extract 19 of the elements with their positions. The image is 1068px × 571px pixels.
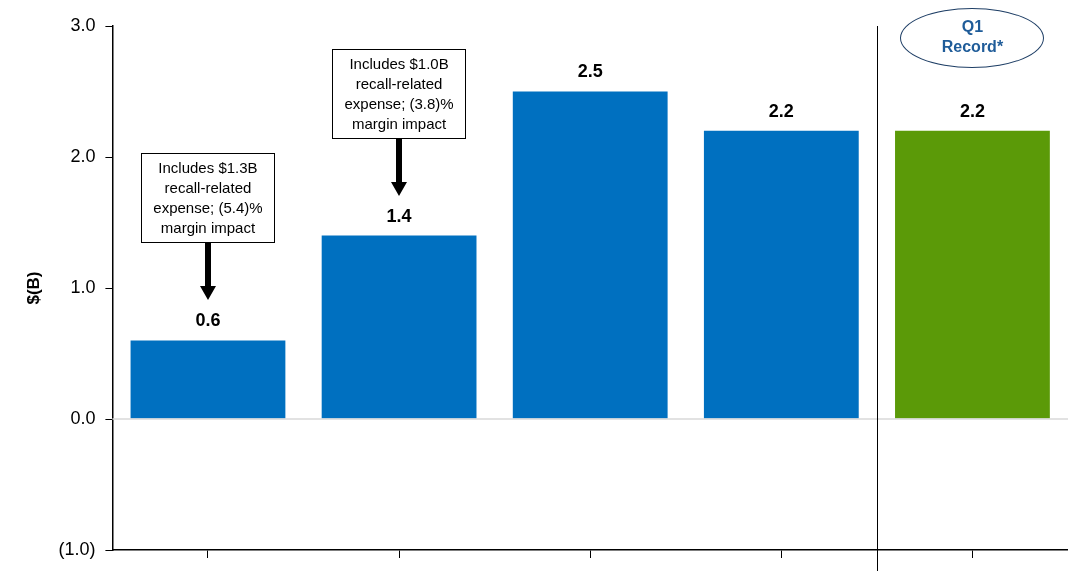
annotation: Includes $1.0B recall-related expense; (3.8)% margin impact [332,48,467,139]
data-label: 2.2 [959,100,985,121]
bar [703,130,859,419]
bar [130,340,286,419]
data-label: 0.6 [195,310,221,331]
y-tick-label: 2.0 [70,145,96,166]
y-tick-label: (1.0) [58,538,96,559]
annotation: Q1 Record* [940,17,1005,57]
y-tick-label: 0.0 [70,407,96,428]
bar [895,130,1050,419]
bar [321,235,477,419]
y-axis-title: $(B) [23,271,43,305]
data-label: 2.2 [768,100,794,121]
data-label: 2.5 [577,61,603,82]
bar [512,91,668,419]
data-label: 1.4 [386,205,412,226]
y-tick-label: 1.0 [70,276,96,297]
annotation: Includes $1.3B recall-related expense; (5.4)% margin impact [140,153,275,244]
y-tick-label: 3.0 [70,14,96,35]
